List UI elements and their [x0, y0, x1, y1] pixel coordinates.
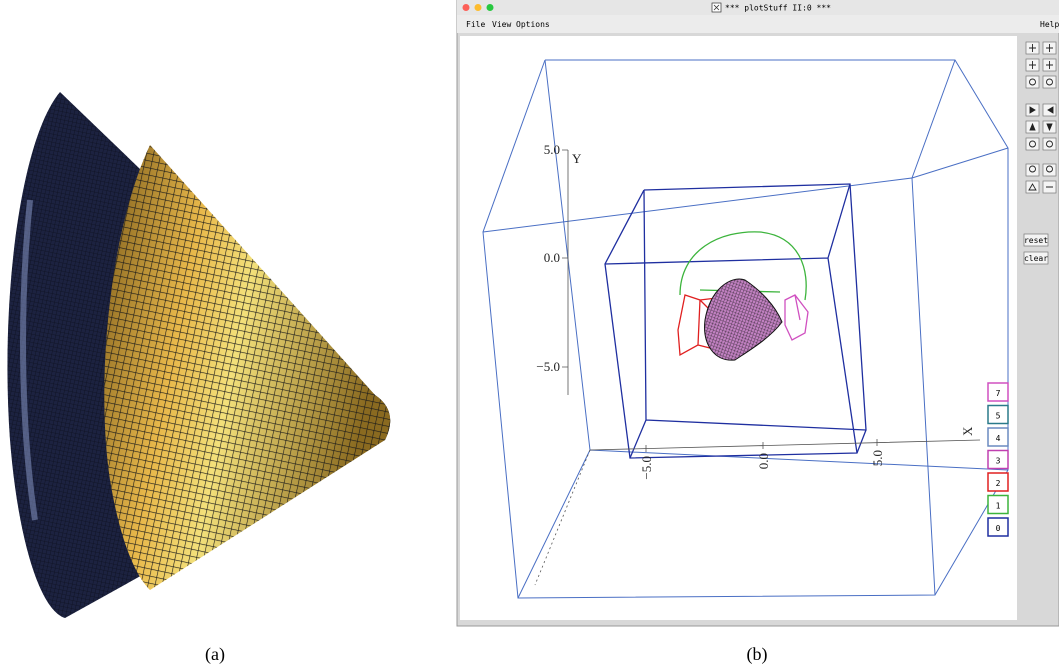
tool-button[interactable] — [1043, 138, 1056, 150]
menu-item[interactable]: File — [466, 20, 485, 29]
grid-toggle-label: 4 — [996, 434, 1001, 443]
zoom-button[interactable] — [487, 4, 494, 11]
x-tick-label: 0.0 — [756, 453, 771, 469]
x-tick-label: −5.0 — [639, 456, 654, 480]
grid-toggle-label: 2 — [996, 479, 1001, 488]
y-tick-label: 0.0 — [544, 250, 560, 265]
x-tick-label: 5.0 — [870, 450, 885, 466]
menu-item[interactable]: Options — [516, 20, 550, 29]
caption: (b) — [747, 644, 768, 665]
y-tick-label: 5.0 — [544, 142, 560, 157]
cone-render — [7, 92, 390, 618]
tool-button[interactable] — [1043, 76, 1056, 88]
grid-toggle-label: 1 — [996, 502, 1001, 511]
caption: (a) — [205, 644, 225, 665]
grid-toggle-label: 5 — [996, 412, 1001, 421]
y-axis-label: Y — [572, 151, 582, 166]
y-tick-label: −5.0 — [536, 359, 560, 374]
button-label: reset — [1024, 236, 1048, 245]
minimize-button[interactable] — [475, 4, 482, 11]
grid-toggle-label: 3 — [996, 457, 1001, 466]
grid-legend: 7 5 4 3 2 1 0 — [988, 383, 1008, 536]
window-title: *** plotStuff II:0 *** — [725, 4, 831, 13]
figure: (a) *** plotStuff II:0 *** File View Opt… — [0, 0, 1059, 671]
tool-button[interactable] — [1026, 76, 1039, 88]
button-label: clear — [1024, 254, 1048, 263]
close-button[interactable] — [463, 4, 470, 11]
tool-button[interactable] — [1026, 181, 1039, 193]
menu-item[interactable]: View — [492, 20, 511, 29]
grid-toggle-label: 7 — [996, 389, 1001, 398]
grid-toggle-label: 0 — [996, 524, 1001, 533]
tool-button[interactable] — [1026, 138, 1039, 150]
menu-item[interactable]: Help — [1040, 20, 1059, 29]
x-axis-label: X — [960, 426, 975, 436]
